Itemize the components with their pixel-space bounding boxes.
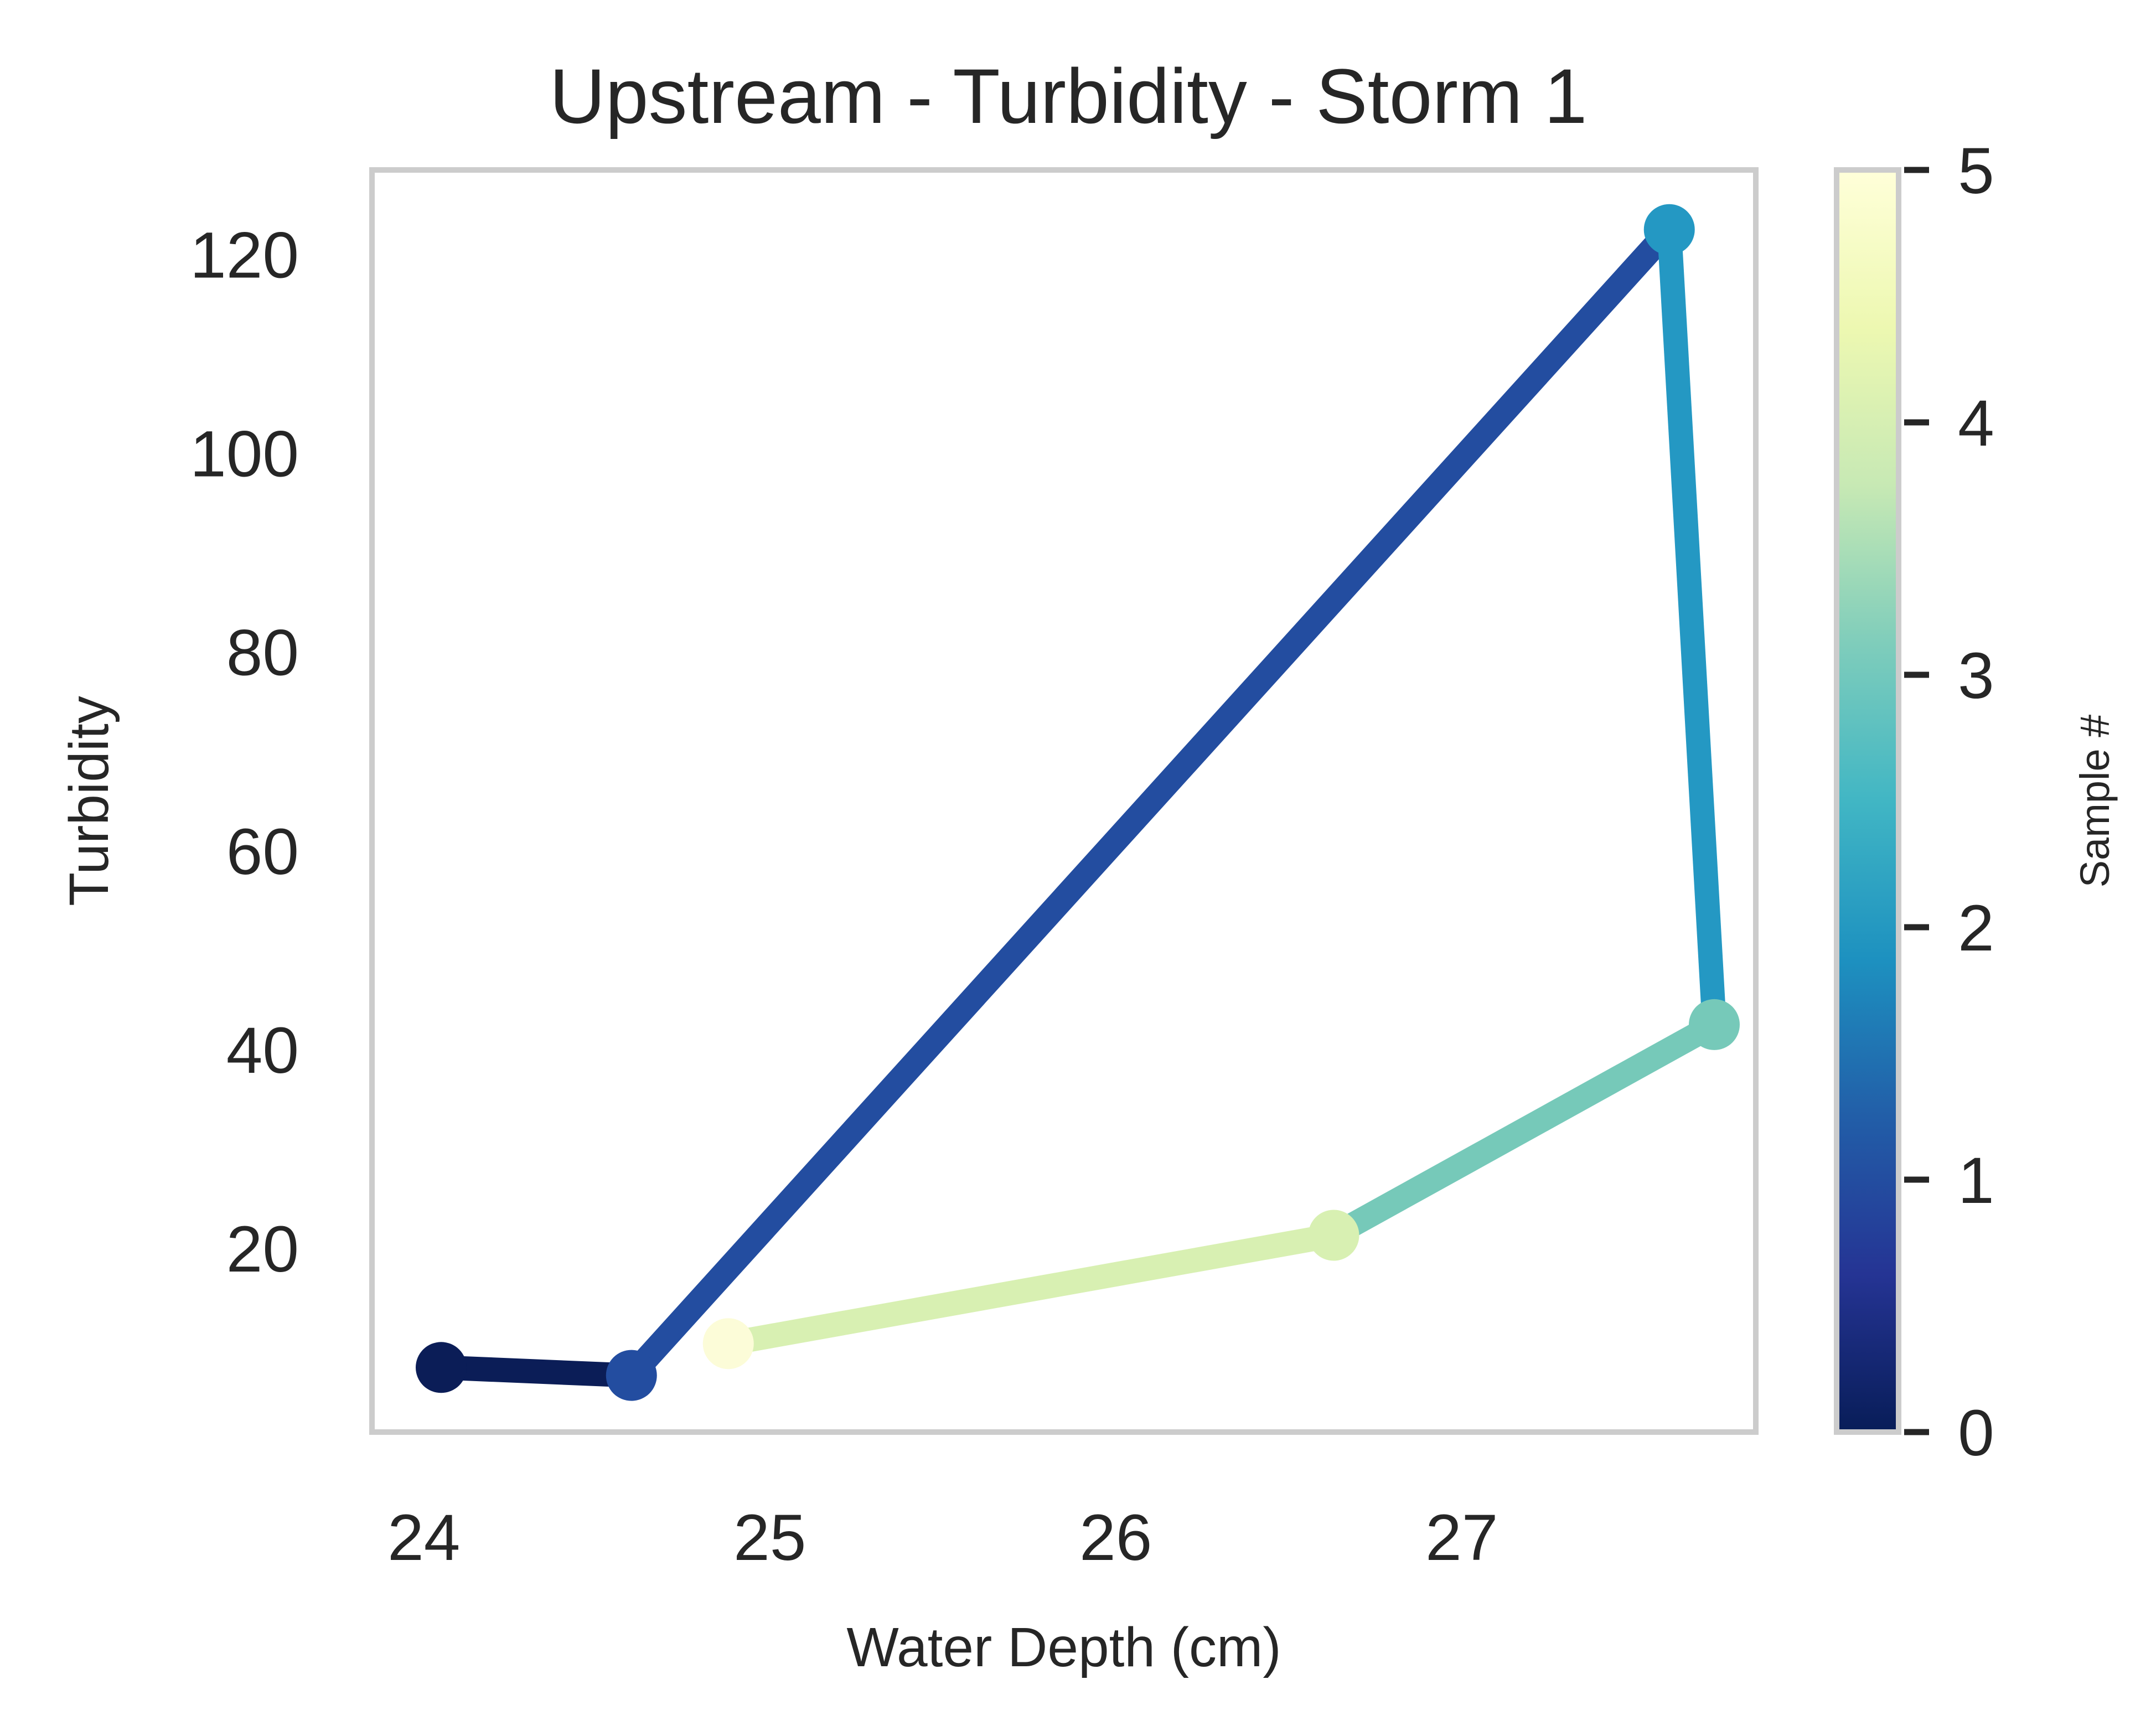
- x-axis-ticks: 24 25 26 27: [387, 1501, 1498, 1574]
- y-tick-label: 100: [190, 418, 299, 491]
- line-segment-4-5: [726, 1223, 1336, 1356]
- data-point-sample-4: [1308, 1210, 1359, 1261]
- y-axis-label: Turbidity: [58, 696, 120, 906]
- colorbar-tick-label: 0: [1958, 1397, 1994, 1470]
- colorbar-tick-label: 4: [1958, 387, 1994, 460]
- x-tick-label: 27: [1425, 1501, 1498, 1574]
- y-tick-label: 80: [226, 617, 299, 690]
- data-points: [416, 204, 1740, 1401]
- data-point-sample-5: [702, 1318, 754, 1370]
- plot-area-frame: [369, 167, 1759, 1435]
- colorbar-label: Sample #: [2072, 715, 2118, 888]
- x-tick-label: 25: [733, 1501, 806, 1574]
- y-tick-label: 60: [226, 815, 299, 888]
- line-segment-1-2: [622, 221, 1679, 1384]
- data-point-sample-3: [1689, 999, 1740, 1050]
- chart-title: Upstream - Turbidity - Storm 1: [550, 53, 1588, 139]
- colorbar-tick-label: 1: [1958, 1144, 1994, 1217]
- line-segment-0-1: [441, 1355, 632, 1388]
- colorbar-ticks: 0 1 2 3 4 5: [1904, 135, 1994, 1470]
- colorbar-tick-label: 3: [1958, 639, 1994, 712]
- x-tick-label: 24: [387, 1501, 460, 1574]
- data-point-sample-1: [606, 1350, 657, 1401]
- y-tick-label: 120: [190, 219, 299, 292]
- line-segments: [441, 221, 1726, 1388]
- line-segment-2-3: [1657, 229, 1726, 1026]
- data-point-sample-2: [1643, 204, 1695, 255]
- colorbar-tick-label: 2: [1958, 892, 1994, 965]
- colorbar-tick-label: 5: [1958, 135, 1994, 208]
- line-segment-3-4: [1327, 1014, 1720, 1246]
- y-tick-label: 40: [226, 1014, 299, 1087]
- colorbar: [1834, 167, 1901, 1435]
- data-point-sample-0: [416, 1342, 467, 1393]
- x-tick-label: 26: [1079, 1501, 1152, 1574]
- x-axis-label: Water Depth (cm): [846, 1616, 1281, 1678]
- y-axis-ticks: 20 40 60 80 100 120: [190, 219, 299, 1286]
- y-tick-label: 20: [226, 1213, 299, 1286]
